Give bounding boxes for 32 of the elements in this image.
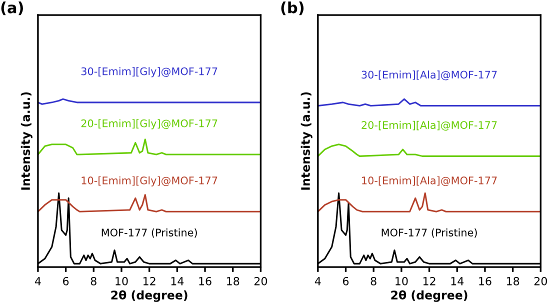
chart-title: (a): [1, 2, 23, 16]
x-axis-title: 2θ (degree): [391, 290, 468, 302]
x-tick-label: 4: [314, 277, 321, 286]
x-tick-label: 6: [63, 276, 69, 286]
x-tick-label: 4: [34, 277, 41, 286]
x-tick-label: 14: [451, 277, 464, 286]
x-tick-label: 18: [506, 276, 520, 286]
text: 20-[Emim][Ala]@MOF-177: [362, 120, 497, 131]
series-label: 10-[Emim][Ala]@MOF-177: [362, 176, 497, 186]
x-tick-label: 12: [143, 276, 156, 286]
series-label: MOF-177 (Pristine): [102, 228, 197, 238]
series-label: MOF-177 (Pristine): [382, 228, 477, 238]
x-tick-label: 18: [227, 276, 240, 286]
text: 30-[Emim][Ala]@MOF-177: [362, 70, 497, 80]
series-label: 10-[Emim][Gly]@MOF-177: [82, 176, 218, 186]
text: 30-[Emim][Gly]@MOF-177: [81, 67, 218, 78]
y-axis-title: Intensity (a.u.): [300, 92, 312, 190]
x-tick-label: 10: [116, 276, 128, 286]
chart-title: (b): [281, 2, 304, 16]
y-axis-title: Intensity (a.u.): [20, 92, 32, 190]
x-tick-label: 12: [423, 276, 436, 286]
x-tick-label: 8: [370, 276, 376, 286]
x-tick-label: 14: [171, 277, 184, 286]
x-tick-label: 20: [254, 276, 268, 286]
x-tick-label: 16: [199, 276, 212, 286]
x-tick-label: 16: [479, 276, 492, 286]
x-axis-title: 2θ (degree): [111, 290, 188, 302]
series-label: 20-[Emim][Gly]@MOF-177: [81, 119, 218, 130]
x-tick-label: 6: [342, 276, 349, 286]
x-tick-label: 8: [90, 276, 96, 286]
x-tick-label: 10: [396, 276, 408, 286]
x-tick-label: 20: [534, 276, 547, 286]
